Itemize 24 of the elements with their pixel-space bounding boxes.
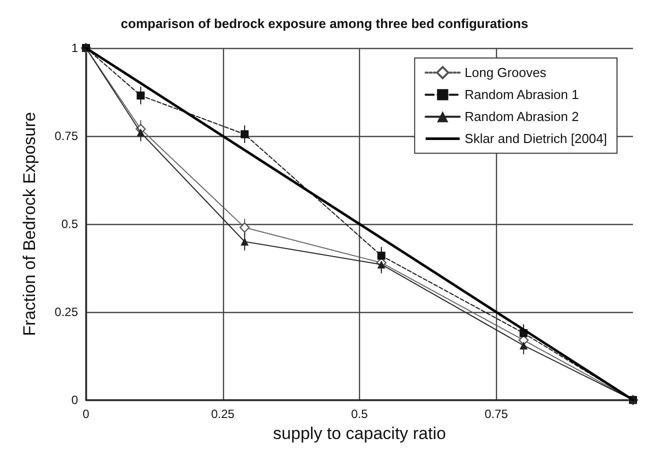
point [377,252,386,260]
x-tick-label: 0.5 [351,407,368,421]
point [520,341,528,350]
y-tick-label: 0.5 [61,217,78,231]
legend-label: Sklar and Dietrich [2004] [464,131,608,146]
legend-label: Long Grooves [464,65,547,80]
point [240,238,249,246]
y-tick-label: 0.75 [54,129,78,143]
point [136,92,145,100]
point [377,260,386,268]
x-tick-label: 0.75 [484,407,508,421]
x-tick-label: 0 [82,407,90,421]
legend-label: Random Abrasion 2 [464,109,579,124]
chart-title: comparison of bedrock exposure among three bed configurations [120,16,528,31]
y-tick-label: 0 [71,393,78,407]
legend-label: Random Abrasion 1 [464,87,579,102]
x-tick-label: 0.25 [211,407,235,421]
point [136,128,145,136]
x-axis-title: supply to capacity ratio [273,424,446,443]
y-tick-label: 0.25 [54,305,78,319]
y-tick-label: 1 [71,41,78,55]
point [240,130,249,138]
y-axis-title: Fraction of Bedrock Exposure [20,112,39,336]
point [240,222,250,233]
